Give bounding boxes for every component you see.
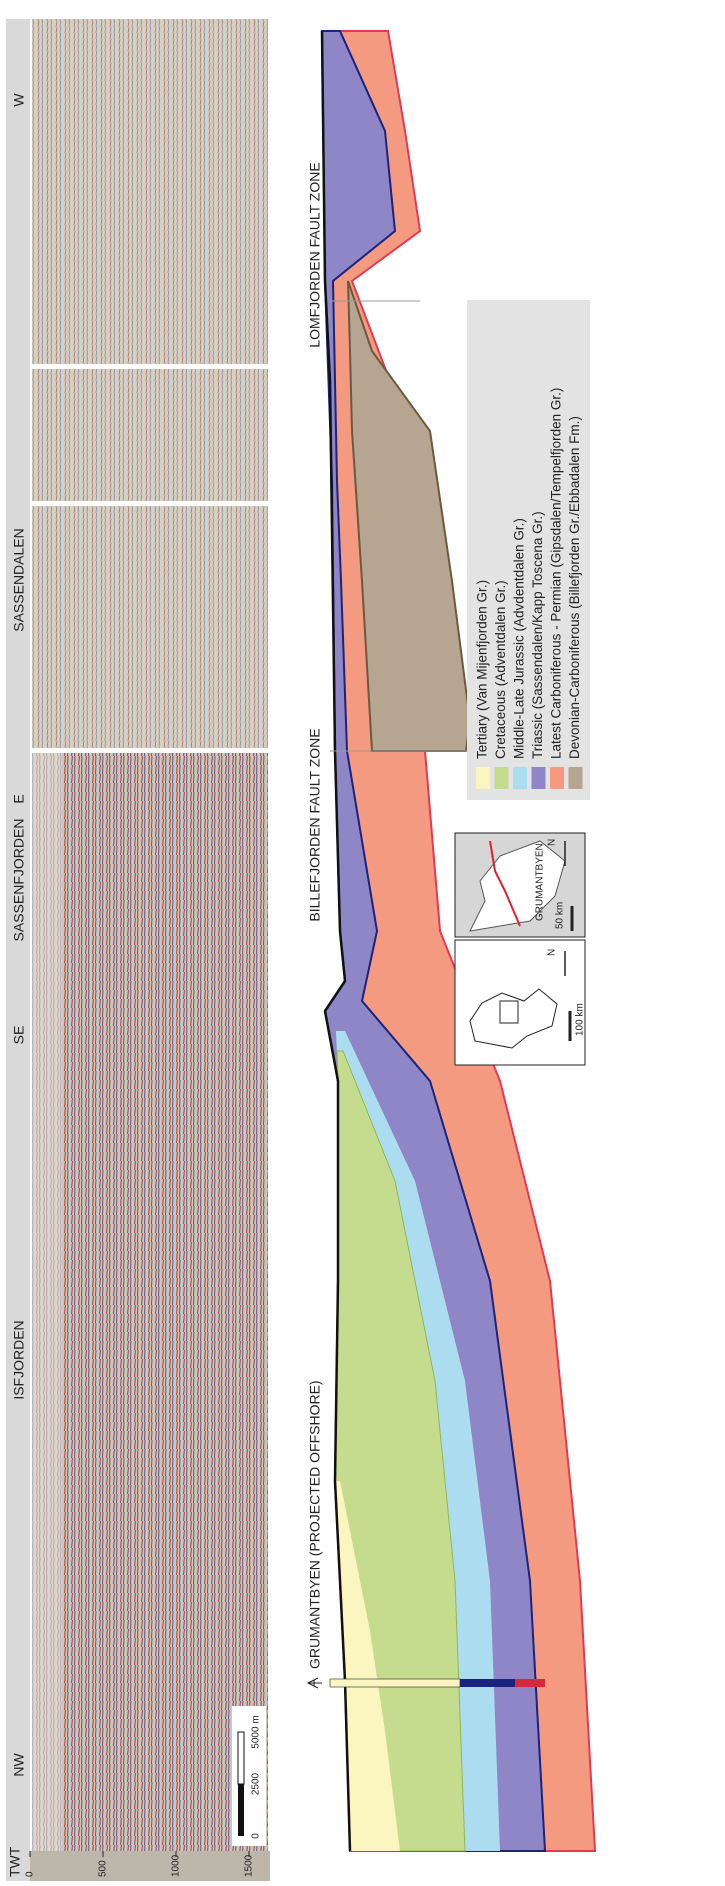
well-permian bbox=[515, 1679, 545, 1687]
scale-bar bbox=[238, 1784, 244, 1836]
north-label: N bbox=[547, 949, 558, 956]
legend-label: Middle-Late Jurassic (Advdentdalen Gr.) bbox=[512, 518, 527, 759]
legend-label: Triassic (Sassendalen/Kapp Toscena Gr.) bbox=[530, 511, 545, 759]
legend-label: Latest Carboniferous - Permian (Gipsdale… bbox=[549, 388, 564, 759]
location-label: NW bbox=[11, 1753, 27, 1777]
location-label: ISFJORDEN bbox=[11, 1320, 27, 1399]
seismic-panel bbox=[32, 369, 268, 501]
legend-swatch bbox=[550, 767, 564, 789]
legend-label: Devonian-Carboniferous (Billefjorden Gr.… bbox=[567, 416, 582, 759]
legend-label: Tertiary (Van Mijenfjorden Gr.) bbox=[475, 580, 490, 759]
location-label: W bbox=[11, 93, 27, 107]
twt-tick-label: 0 bbox=[25, 1871, 36, 1877]
scale-bar bbox=[238, 1732, 244, 1784]
twt-label: TWT bbox=[7, 1846, 23, 1877]
legend-swatch bbox=[569, 767, 583, 789]
seismic-panel bbox=[32, 753, 268, 1851]
section-label: BILLEFJORDEN FAULT ZONE bbox=[307, 728, 323, 921]
place-label: GRUMANTBYEN bbox=[535, 843, 546, 921]
well-tertiary bbox=[330, 1679, 460, 1687]
twt-tick-label: 500 bbox=[98, 1860, 109, 1877]
twt-tick-label: 1500 bbox=[244, 1854, 255, 1877]
derrick-icon bbox=[308, 1678, 322, 1688]
seismic-panel bbox=[32, 19, 268, 364]
twt-strip bbox=[30, 1851, 270, 1881]
scale-label: 0 bbox=[251, 1833, 262, 1839]
scale-label: 2500 bbox=[251, 1772, 262, 1795]
label-strip bbox=[6, 19, 30, 1881]
location-label: SE bbox=[11, 1026, 27, 1045]
figure: TWT NW ISFJORDEN SE E SASSENFJORDEN SASS… bbox=[0, 0, 725, 1881]
page: {"location_labels": {"nw": "NW", "isfjor… bbox=[0, 0, 725, 1881]
legend-label: Cretaceous (Adventdalen Gr.) bbox=[493, 580, 508, 759]
section-label: GRUMANTBYEN (PROJECTED OFFSHORE) bbox=[307, 1380, 323, 1669]
well-triassic bbox=[460, 1679, 515, 1687]
seismic-panel bbox=[32, 506, 268, 748]
north-label: N bbox=[547, 839, 558, 846]
section-label: LOMFJORDEN FAULT ZONE bbox=[307, 162, 323, 347]
inset-scale-label: 100 km bbox=[575, 1003, 586, 1036]
legend-swatch bbox=[532, 767, 546, 789]
twt-tick-label: 1000 bbox=[171, 1854, 182, 1877]
scale-label: 5000 m bbox=[251, 1715, 262, 1748]
location-label: SASSENFJORDEN bbox=[11, 819, 27, 942]
legend-swatch bbox=[476, 767, 490, 789]
location-label: E bbox=[11, 794, 27, 803]
rotated-figure: TWT NW ISFJORDEN SE E SASSENFJORDEN SASS… bbox=[6, 19, 595, 1881]
seismic-water bbox=[32, 753, 62, 1851]
inset-scale-label: 50 km bbox=[555, 902, 566, 929]
legend-swatch bbox=[495, 767, 509, 789]
location-label: SASSENDALEN bbox=[11, 528, 27, 631]
legend-swatch bbox=[513, 767, 527, 789]
